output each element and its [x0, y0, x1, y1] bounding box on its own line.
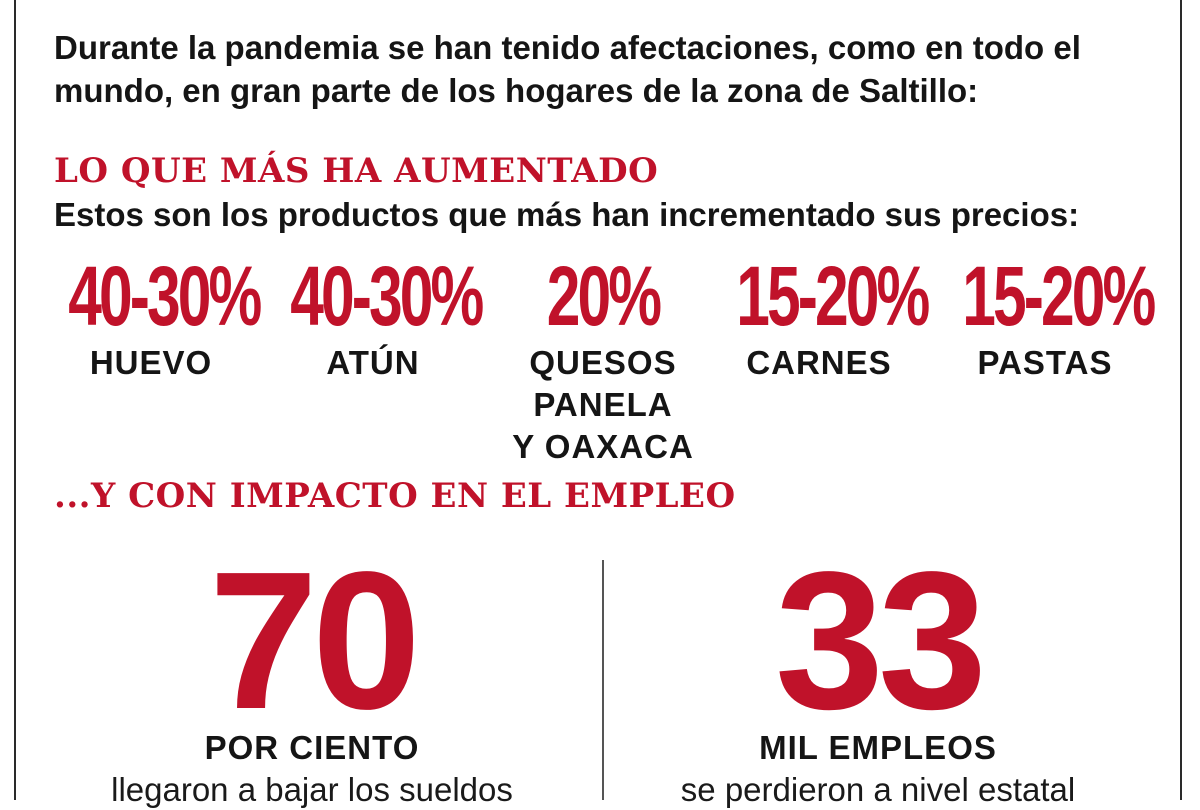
- product-percent: 40-30%: [290, 249, 484, 343]
- stat-label: POR CIENTO: [204, 729, 420, 766]
- left-border-line: [14, 0, 16, 800]
- product-item-pastas: 15-20% PASTAS: [930, 252, 1160, 384]
- right-border-line: [1180, 0, 1182, 800]
- stat-number: 33: [774, 531, 987, 750]
- product-item-huevo: 40-30% HUEVO: [36, 252, 266, 384]
- stat-description: se perdieron a nivel estatal: [680, 771, 1076, 808]
- stats-divider: [602, 560, 604, 800]
- intro-paragraph: Durante la pandemia se han tenido afecta…: [54, 29, 1081, 109]
- section-title-employment: ...Y CON IMPACTO EN EL EMPLEO: [54, 476, 736, 516]
- product-item-atun: 40-30% ATÚN: [258, 252, 488, 384]
- product-name: HUEVO: [89, 344, 213, 381]
- product-percent: 20%: [546, 249, 662, 343]
- product-name: CARNES: [746, 344, 892, 381]
- product-percent: 40-30%: [68, 249, 262, 343]
- product-percent: 15-20%: [962, 249, 1156, 343]
- product-name: PASTAS: [977, 344, 1113, 381]
- product-name: ATÚN: [326, 344, 420, 381]
- section-subtitle-increase: Estos son los productos que más han incr…: [54, 196, 1080, 233]
- stat-number: 70: [208, 531, 421, 750]
- stat-jobs-lost: 33 MIL EMPLEOS se perdieron a nivel esta…: [628, 531, 1128, 810]
- stat-salary-cut: 70 POR CIENTO llegaron a bajar los sueld…: [62, 531, 562, 810]
- product-name: QUESOS PANELA Y OAXACA: [512, 344, 694, 465]
- product-item-quesos: 20% QUESOS PANELA Y OAXACA: [488, 252, 718, 468]
- section-title-increase: LO QUE MÁS HA AUMENTADO: [54, 151, 659, 191]
- product-percent: 15-20%: [736, 249, 930, 343]
- stat-description: llegaron a bajar los sueldos: [111, 771, 513, 808]
- product-item-carnes: 15-20% CARNES: [704, 252, 934, 384]
- stat-label: MIL EMPLEOS: [759, 729, 997, 766]
